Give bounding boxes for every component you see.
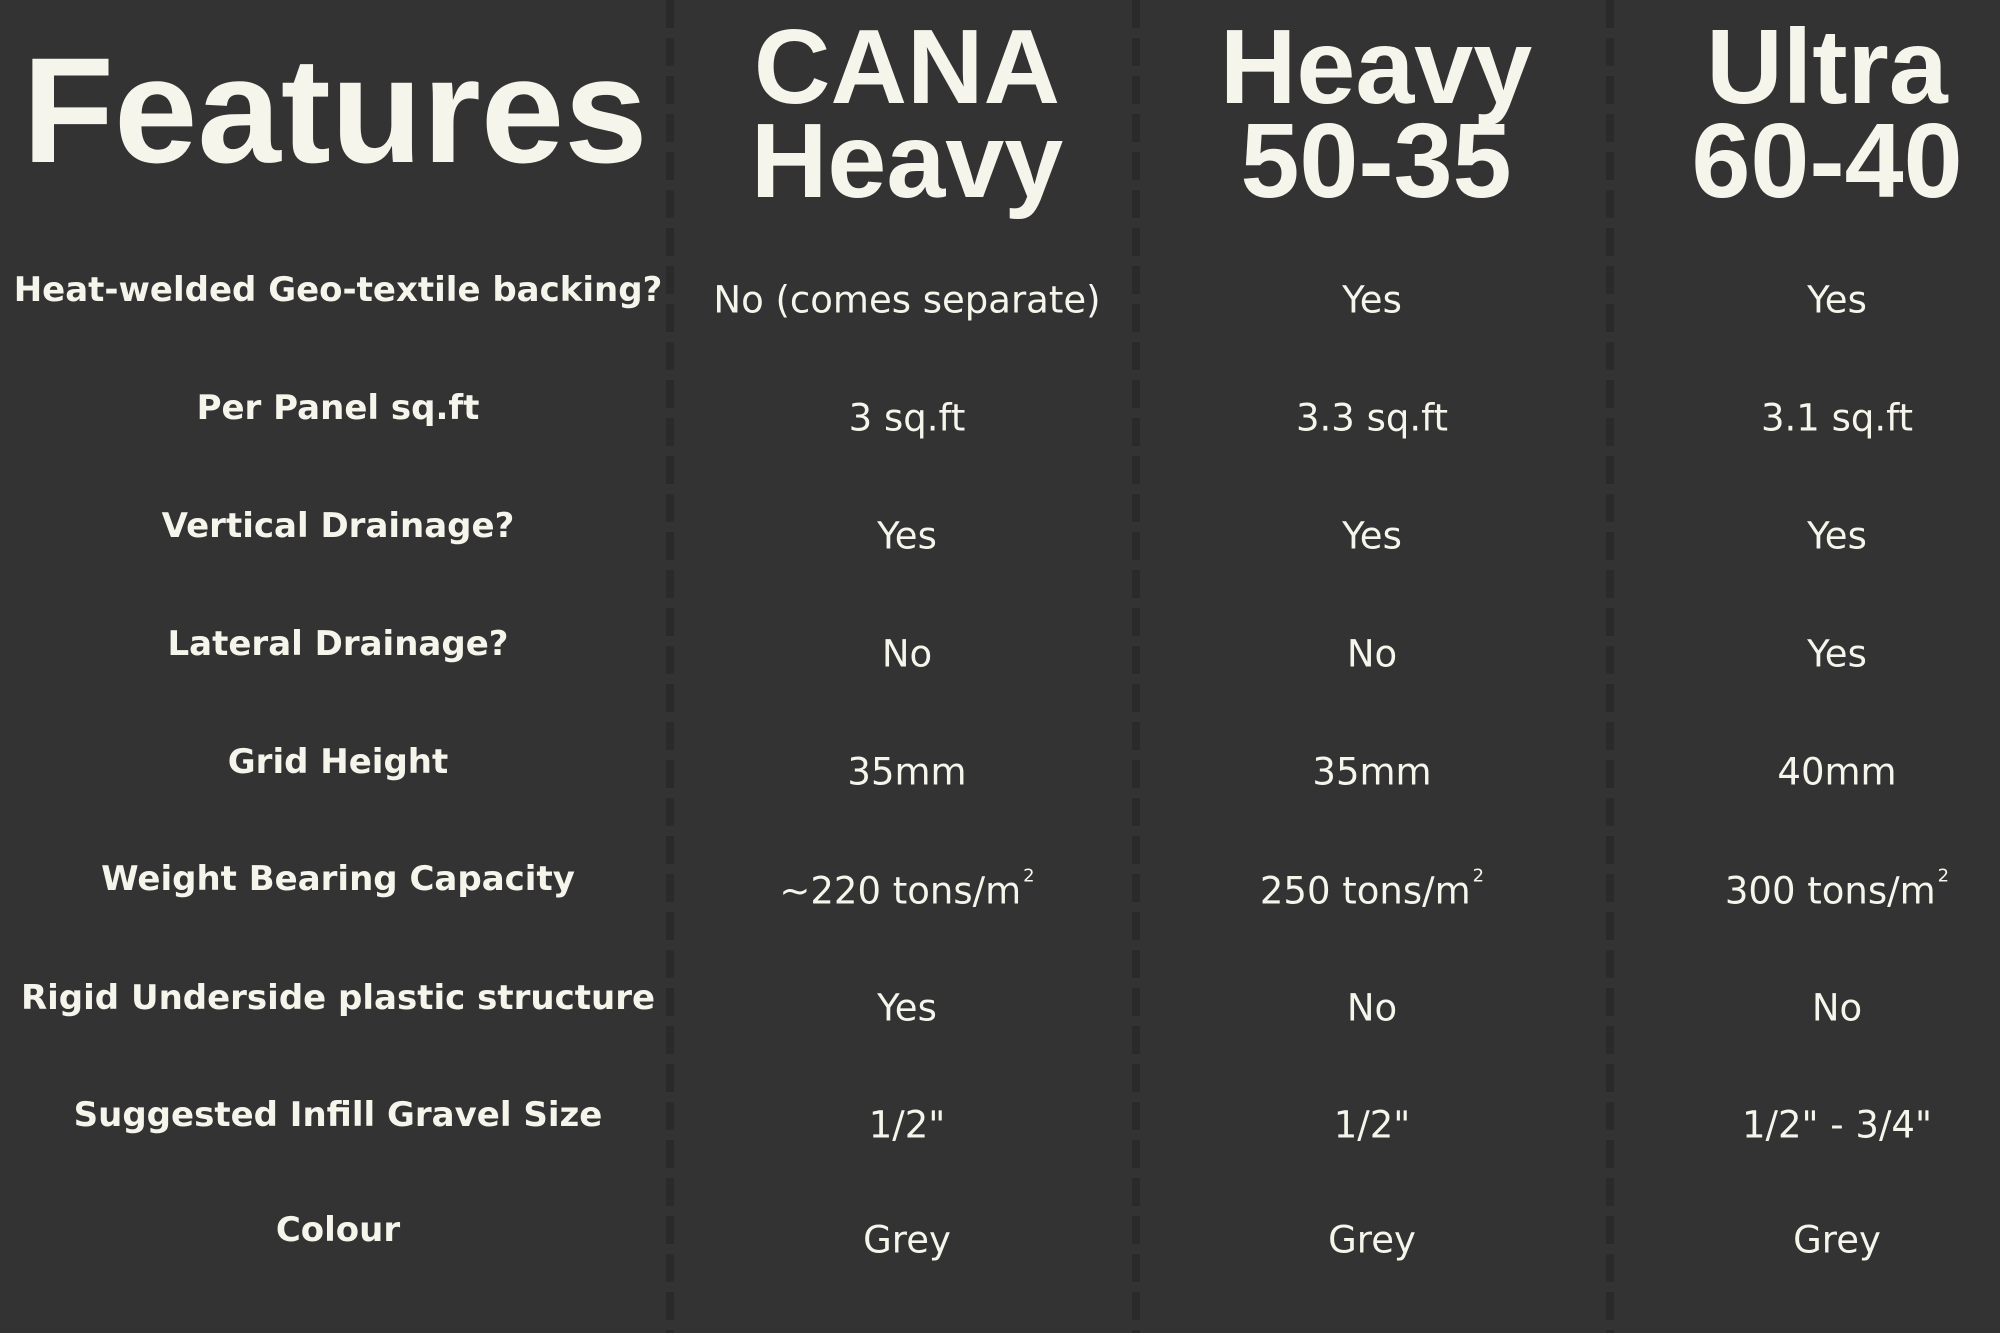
column-divider	[666, 0, 674, 1333]
row-label: Colour	[275, 1210, 401, 1250]
row-label: Vertical Drainage?	[161, 506, 515, 546]
cell-value: No	[1607, 987, 2000, 1030]
row-label: Weight Bearing Capacity	[101, 859, 575, 899]
column-header-line: Ultra	[1706, 8, 1948, 126]
cell-value: 3.3 sq.ft	[1142, 397, 1602, 440]
cell-text: 3.3 sq.ft	[1295, 396, 1448, 440]
cell-value: 3 sq.ft	[677, 397, 1137, 440]
column-header-line: Heavy	[1219, 8, 1533, 126]
cell-text: 35mm	[1312, 750, 1432, 794]
cell-text: 3 sq.ft	[848, 396, 966, 440]
column-divider	[1606, 0, 1614, 1333]
cell-value: Grey	[1607, 1219, 2000, 1262]
cell-text: Grey	[863, 1218, 951, 1262]
cell-value: Yes	[1607, 633, 2000, 676]
row-label: Grid Height	[227, 742, 449, 782]
cell-text: Grey	[1328, 1218, 1416, 1262]
superscript: 2	[1023, 865, 1035, 887]
cell-value: Yes	[677, 987, 1137, 1030]
cell-value: 35mm	[677, 751, 1137, 794]
cell-value: Yes	[1607, 515, 2000, 558]
cell-value: Yes	[1607, 279, 2000, 322]
row-label: Per Panel sq.ft	[196, 388, 480, 428]
cell-value: Grey	[677, 1219, 1137, 1262]
features-title: Features	[22, 26, 648, 194]
cell-text: Yes	[1807, 278, 1867, 322]
cell-value: ~220 tons/m 2	[677, 866, 1137, 913]
cell-text: 35mm	[847, 750, 967, 794]
cell-value: 35mm	[1142, 751, 1602, 794]
cell-value: 3.1 sq.ft	[1607, 397, 2000, 440]
cell-value: No (comes separate)	[677, 279, 1137, 322]
column-header-line: Heavy	[750, 102, 1064, 220]
cell-text: Yes	[1342, 278, 1402, 322]
row-label: Heat-welded Geo-textile backing?	[13, 270, 663, 310]
superscript: 2	[1472, 865, 1485, 887]
cell-text: Yes	[1807, 632, 1867, 676]
cell-text: No	[1346, 632, 1398, 676]
row-label: Lateral Drainage?	[167, 624, 509, 664]
column-header-heavy-50-35: Heavy 50-35	[1146, 8, 1606, 220]
cell-value: Yes	[1142, 515, 1602, 558]
superscript: 2	[1937, 865, 1950, 887]
cell-text: Yes	[1807, 514, 1867, 558]
cell-text: ~220 tons/m	[779, 869, 1022, 913]
cell-text: No	[881, 632, 933, 676]
cell-text: 1/2" - 3/4"	[1741, 1103, 1932, 1147]
column-header-line: CANA	[753, 8, 1061, 126]
cell-text: Yes	[877, 986, 937, 1030]
column-header-line: 50-35	[1240, 102, 1512, 220]
cell-text: No	[1346, 986, 1398, 1030]
cell-text: 250 tons/m	[1259, 869, 1471, 913]
cell-value: 300 tons/m 2	[1607, 866, 2000, 913]
cell-text: 40mm	[1777, 750, 1897, 794]
cell-text: Grey	[1793, 1218, 1881, 1262]
column-header-ultra-60-40: Ultra 60-40	[1597, 8, 2000, 220]
cell-value: 1/2"	[677, 1104, 1137, 1147]
cell-value: 40mm	[1607, 751, 2000, 794]
cell-value: 1/2"	[1142, 1104, 1602, 1147]
cell-value: 250 tons/m 2	[1142, 866, 1602, 913]
cell-text: 3.1 sq.ft	[1760, 396, 1913, 440]
column-header-line: 60-40	[1691, 102, 1963, 220]
cell-text: 1/2"	[1333, 1103, 1411, 1147]
cell-value: No	[1142, 987, 1602, 1030]
cell-text: No (comes separate)	[713, 278, 1101, 322]
cell-value: Yes	[1142, 279, 1602, 322]
cell-text: No	[1811, 986, 1863, 1030]
cell-text: 300 tons/m	[1724, 869, 1936, 913]
row-label: Suggested Infill Gravel Size	[73, 1095, 603, 1135]
row-label: Rigid Underside plastic structure	[20, 978, 656, 1018]
cell-value: Grey	[1142, 1219, 1602, 1262]
cell-text: Yes	[877, 514, 937, 558]
column-header-cana-heavy: CANA Heavy	[677, 8, 1137, 220]
cell-text: 1/2"	[868, 1103, 946, 1147]
cell-value: 1/2" - 3/4"	[1607, 1104, 2000, 1147]
cell-value: No	[677, 633, 1137, 676]
cell-text: Yes	[1342, 514, 1402, 558]
column-divider	[1132, 0, 1140, 1333]
cell-value: No	[1142, 633, 1602, 676]
cell-value: Yes	[677, 515, 1137, 558]
